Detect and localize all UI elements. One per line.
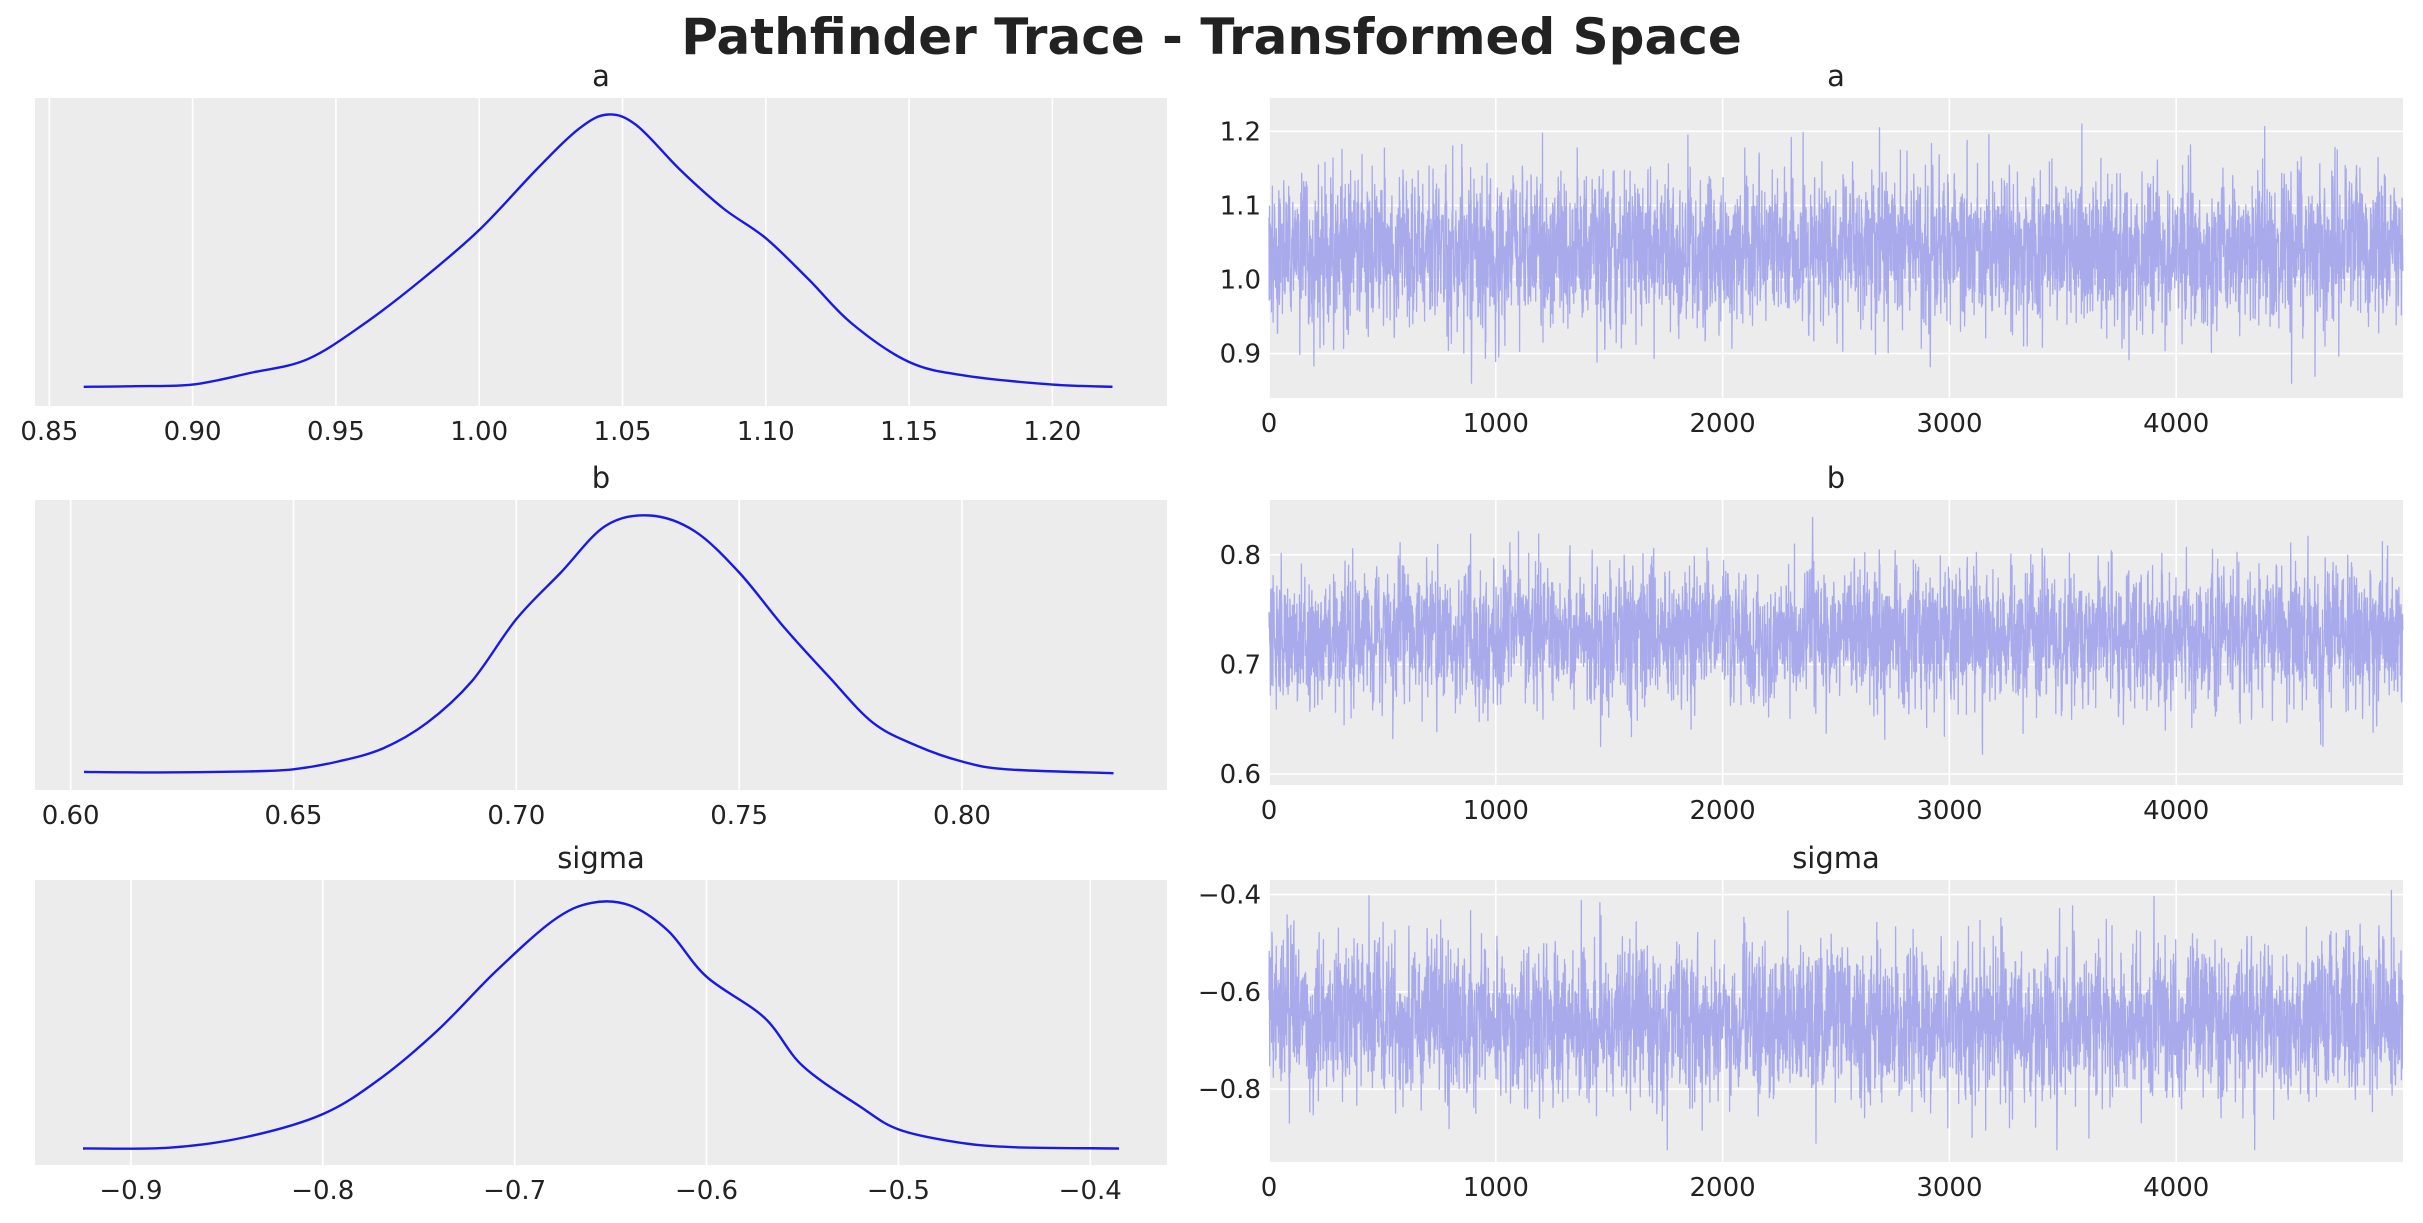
x-tick-label: 0.60 bbox=[42, 801, 100, 831]
y-tick-label: 1.2 bbox=[1220, 117, 1261, 147]
x-tick-label: 1.20 bbox=[1023, 417, 1081, 447]
x-tick-label: 0.70 bbox=[487, 801, 545, 831]
x-tick-label: −0.6 bbox=[675, 1176, 738, 1206]
subplot-6: 0 1000 2000 3000 4000 −0.8 −0.6 −0.4 sigma bbox=[1198, 841, 2404, 1203]
subplot-2: 0 1000 2000 3000 4000 0.9 1.0 1.1 1.2 a bbox=[1220, 59, 2404, 439]
x-tick-label: 2000 bbox=[1690, 1173, 1756, 1203]
subplot-title: b bbox=[592, 461, 610, 495]
kde-line bbox=[83, 514, 1114, 775]
subplot-5: −0.9 −0.8 −0.7 −0.6 −0.5 −0.4 sigma bbox=[35, 841, 1167, 1206]
y-tick-label: −0.6 bbox=[1198, 978, 1261, 1008]
x-tick-label: 3000 bbox=[1916, 409, 1982, 439]
x-tick-label: 0.65 bbox=[265, 801, 323, 831]
subplot-title: a bbox=[1827, 59, 1845, 93]
x-tick-label: 0 bbox=[1261, 796, 1278, 826]
y-tick-label: 1.0 bbox=[1220, 265, 1261, 295]
x-tick-label: 3000 bbox=[1916, 796, 1982, 826]
x-tick-label: −0.9 bbox=[99, 1176, 162, 1206]
x-tick-label: 0 bbox=[1261, 1173, 1278, 1203]
trace-line bbox=[1268, 123, 2404, 384]
x-tick-label: 2000 bbox=[1690, 796, 1756, 826]
x-tick-label: 1.15 bbox=[880, 417, 938, 447]
x-tick-label: 0.80 bbox=[933, 801, 991, 831]
x-tick-label: −0.7 bbox=[483, 1176, 546, 1206]
x-tick-label: 1.10 bbox=[737, 417, 795, 447]
x-tick-label: −0.4 bbox=[1059, 1176, 1122, 1206]
subplot-title: a bbox=[592, 59, 610, 93]
x-tick-label: 1000 bbox=[1463, 796, 1529, 826]
x-tick-label: 1000 bbox=[1463, 1173, 1529, 1203]
y-tick-label: 0.8 bbox=[1220, 541, 1261, 571]
trace-line bbox=[1268, 889, 2404, 1151]
y-tick-label: 0.9 bbox=[1220, 340, 1261, 370]
y-tick-label: −0.8 bbox=[1198, 1075, 1261, 1105]
subplot-1: 0.85 0.90 0.95 1.00 1.05 1.10 1.15 1.20 a bbox=[20, 59, 1167, 447]
subplot-title: sigma bbox=[1792, 841, 1880, 875]
subplot-title: b bbox=[1827, 461, 1845, 495]
x-tick-label: 2000 bbox=[1690, 409, 1756, 439]
y-tick-label: 1.1 bbox=[1220, 191, 1261, 221]
plot-area bbox=[35, 500, 1167, 790]
x-tick-label: −0.8 bbox=[291, 1176, 354, 1206]
x-tick-label: 0.95 bbox=[307, 417, 365, 447]
kde-line bbox=[82, 900, 1120, 1150]
x-tick-label: 1000 bbox=[1463, 409, 1529, 439]
x-tick-label: 0.90 bbox=[164, 417, 222, 447]
x-tick-label: 4000 bbox=[2143, 796, 2209, 826]
y-tick-label: 0.7 bbox=[1220, 650, 1261, 680]
x-tick-label: 3000 bbox=[1916, 1173, 1982, 1203]
trace-line bbox=[1268, 516, 2404, 755]
x-tick-label: 0.85 bbox=[20, 417, 78, 447]
plot-area bbox=[35, 880, 1167, 1165]
subplot-4: 0 1000 2000 3000 4000 0.6 0.7 0.8 b bbox=[1220, 461, 2404, 826]
x-tick-label: 4000 bbox=[2143, 409, 2209, 439]
y-tick-label: 0.6 bbox=[1220, 760, 1261, 790]
x-tick-label: 0.75 bbox=[710, 801, 768, 831]
subplot-3: 0.60 0.65 0.70 0.75 0.80 b bbox=[35, 461, 1167, 831]
x-tick-label: 4000 bbox=[2143, 1173, 2209, 1203]
figure-title: Pathfinder Trace - Transformed Space bbox=[681, 8, 1742, 66]
plot-area bbox=[35, 98, 1167, 406]
y-tick-label: −0.4 bbox=[1198, 881, 1261, 911]
subplot-title: sigma bbox=[557, 841, 645, 875]
x-tick-label: 1.05 bbox=[594, 417, 652, 447]
x-tick-label: −0.5 bbox=[867, 1176, 930, 1206]
x-tick-label: 1.00 bbox=[450, 417, 508, 447]
x-tick-label: 0 bbox=[1261, 409, 1278, 439]
kde-line bbox=[83, 113, 1113, 388]
